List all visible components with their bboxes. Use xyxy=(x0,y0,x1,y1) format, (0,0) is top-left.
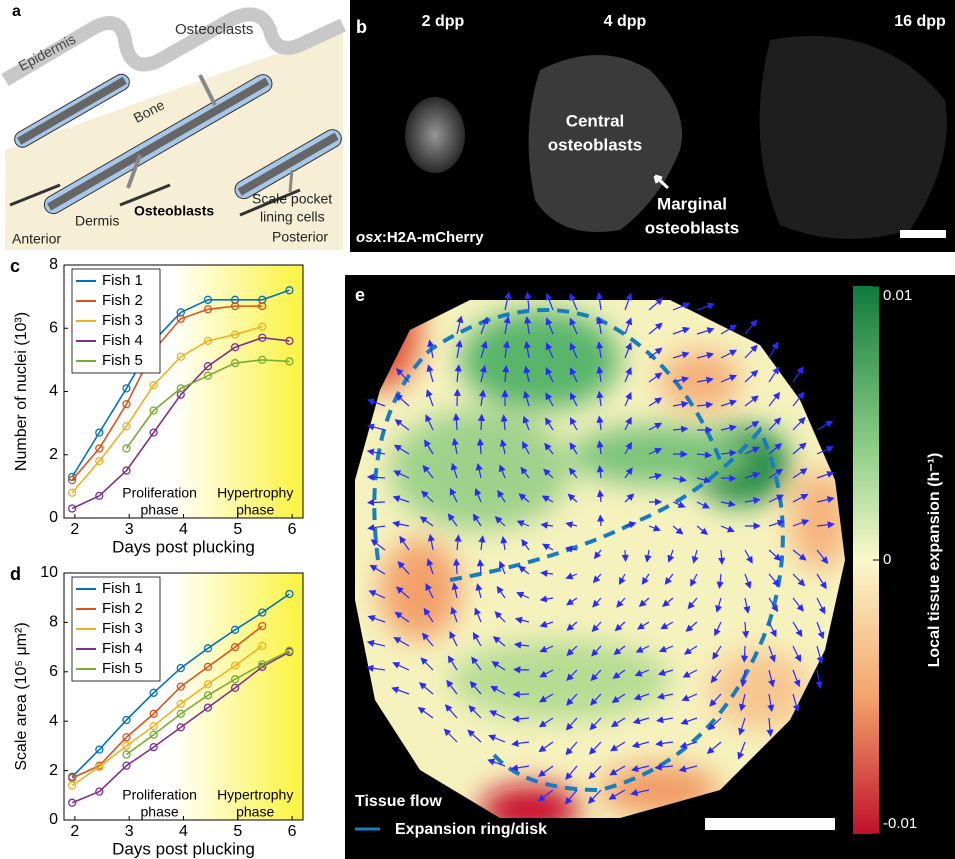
label: Scale pocket xyxy=(252,191,332,207)
label: Anterior xyxy=(12,231,61,247)
stain-gene: osx xyxy=(356,229,383,246)
colorbar-tick-label: 0 xyxy=(883,551,891,568)
label: lining cells xyxy=(260,209,325,225)
annotation: Marginal xyxy=(657,194,727,213)
flow-arrow xyxy=(721,478,735,479)
label: Osteoblasts xyxy=(134,203,214,219)
legend-label: Fish 4 xyxy=(102,640,143,657)
y-tick-label: 10 xyxy=(40,564,58,581)
colorbar-tick-label: -0.01 xyxy=(883,815,917,832)
flow-arrow xyxy=(744,646,745,662)
scale-bar xyxy=(900,230,946,238)
stain-label: osx:H2A-mCherry xyxy=(356,229,484,246)
y-axis-label: Number of nuclei (10³) xyxy=(13,312,30,471)
label: Posterior xyxy=(272,229,328,245)
legend-label: Fish 2 xyxy=(102,292,143,309)
y-tick-label: 0 xyxy=(49,811,58,828)
phase-label: phase xyxy=(141,804,179,820)
phase-label: Proliferation xyxy=(122,485,197,501)
x-tick-label: 3 xyxy=(125,823,134,840)
flow-arrow xyxy=(625,550,626,561)
colorbar-label: Local tissue expansion (h⁻¹) xyxy=(926,453,943,668)
scale-bar xyxy=(705,818,835,830)
phase-label: phase xyxy=(141,502,179,518)
y-tick-label: 8 xyxy=(49,256,58,273)
annotation: Central xyxy=(566,111,625,130)
legend-label: Fish 1 xyxy=(102,580,143,597)
y-tick-label: 4 xyxy=(49,712,58,729)
x-tick-label: 4 xyxy=(179,823,188,840)
legend-label: Fish 3 xyxy=(102,312,143,329)
legend-label: Fish 5 xyxy=(102,660,143,677)
phase-label: Proliferation xyxy=(122,787,197,803)
panel-e: e Tissue flow Expansion ring/disk Local … xyxy=(340,270,955,859)
panel-b: b 2 dpp 4 dpp 16 dpp Central osteoblasts… xyxy=(350,0,955,252)
y-tick-label: 2 xyxy=(49,762,58,779)
legend-label: Fish 5 xyxy=(102,352,143,369)
legend-label: Tissue flow xyxy=(355,793,442,810)
x-tick-label: 2 xyxy=(70,521,79,538)
panel-letter: a xyxy=(12,3,21,20)
flow-arrow xyxy=(368,502,385,503)
legend-label: Expansion ring/disk xyxy=(395,821,547,838)
x-axis-label: Days post plucking xyxy=(112,537,255,556)
y-tick-label: 8 xyxy=(49,614,58,631)
y-tick-label: 2 xyxy=(49,446,58,463)
label: Osteoclasts xyxy=(175,21,253,38)
x-tick-label: 5 xyxy=(233,823,242,840)
annotation: osteoblasts xyxy=(645,218,739,237)
stage-label: 4 dpp xyxy=(604,13,647,30)
flow-arrow xyxy=(456,559,457,574)
y-axis-label: Scale area (10⁵ μm²) xyxy=(13,622,30,770)
y-tick-label: 0 xyxy=(49,509,58,526)
x-tick-label: 4 xyxy=(179,521,188,538)
x-tick-label: 3 xyxy=(125,521,134,538)
phase-label: phase xyxy=(236,804,274,820)
panel-a: a Epidermis Osteoclasts Bone Dermis Oste… xyxy=(5,3,345,250)
stage-label: 2 dpp xyxy=(422,13,465,30)
stage-label: 16 dpp xyxy=(894,13,946,30)
legend-label: Fish 2 xyxy=(102,600,143,617)
flow-arrow xyxy=(600,516,601,526)
label: Dermis xyxy=(75,213,119,229)
panel-letter: b xyxy=(356,17,367,37)
colorbar-tick-label: 0.01 xyxy=(883,287,912,304)
panel-letter: d xyxy=(10,564,21,584)
legend-label: Fish 1 xyxy=(102,272,143,289)
figure: a Epidermis Osteoclasts Bone Dermis Oste… xyxy=(0,0,955,859)
panel-letter: e xyxy=(355,285,365,305)
x-tick-label: 6 xyxy=(288,521,297,538)
page: a Epidermis Osteoclasts Bone Dermis Oste… xyxy=(0,0,955,859)
y-tick-label: 6 xyxy=(49,319,58,336)
panel-letter: c xyxy=(10,256,20,276)
legend-label: Fish 4 xyxy=(102,332,143,349)
x-tick-label: 6 xyxy=(288,823,297,840)
y-tick-label: 4 xyxy=(49,383,58,400)
scale-image xyxy=(405,97,465,173)
flow-arrow xyxy=(481,415,482,430)
phase-label: Hypertrophy xyxy=(217,485,293,501)
legend-label: Fish 3 xyxy=(102,620,143,637)
annotation: osteoblasts xyxy=(548,135,642,154)
y-tick-label: 6 xyxy=(49,663,58,680)
x-tick-label: 2 xyxy=(70,823,79,840)
phase-label: phase xyxy=(236,502,274,518)
stain-construct: :H2A-mCherry xyxy=(382,229,484,246)
pocket-arrow xyxy=(290,170,292,192)
phase-label: Hypertrophy xyxy=(217,787,293,803)
x-axis-label: Days post plucking xyxy=(112,839,255,858)
flow-arrow xyxy=(514,694,529,695)
x-tick-label: 5 xyxy=(233,521,242,538)
